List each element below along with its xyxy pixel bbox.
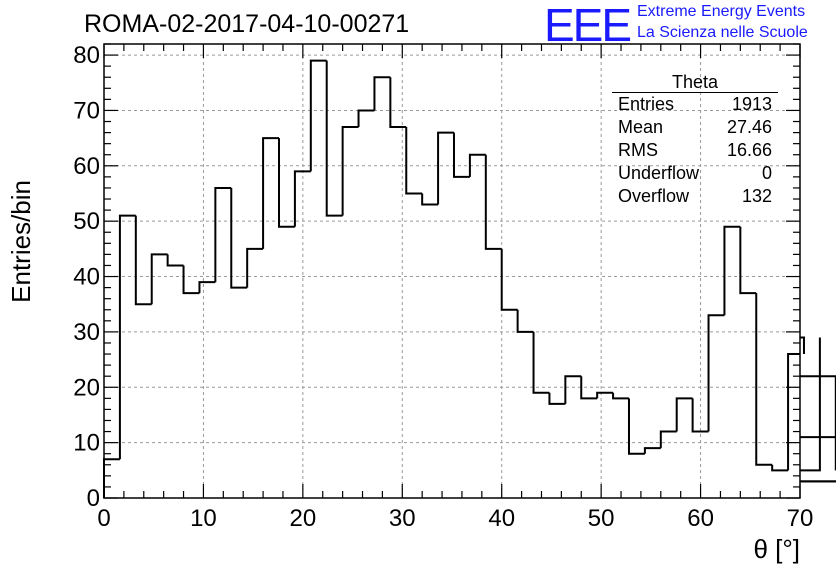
y-tick-label: 80 bbox=[73, 42, 100, 69]
histogram-bin bbox=[166, 254, 184, 267]
histogram-bin bbox=[739, 226, 757, 295]
histogram-bin bbox=[325, 60, 343, 217]
y-tick-label: 70 bbox=[73, 97, 100, 124]
histogram-bin bbox=[755, 293, 773, 466]
x-tick-label: 30 bbox=[389, 505, 416, 532]
eee-tagline-2: La Scienza nelle Scuole bbox=[637, 24, 808, 41]
stats-row-underflow: Underflow 0 bbox=[612, 162, 778, 185]
histogram-bin bbox=[341, 126, 359, 216]
histogram-bin bbox=[150, 253, 168, 305]
x-tick-label: 60 bbox=[687, 505, 714, 532]
x-tick-label: 0 bbox=[97, 505, 110, 532]
histogram-bin bbox=[262, 137, 279, 249]
histogram-bin bbox=[309, 59, 327, 172]
x-tick-label: 40 bbox=[488, 505, 515, 532]
histogram-bin bbox=[643, 447, 661, 454]
histogram-bin bbox=[421, 193, 439, 206]
histogram-bin bbox=[800, 337, 821, 472]
stats-box: Theta Entries 1913 Mean 27.46 RMS 16.66 … bbox=[612, 72, 778, 208]
histogram-bin bbox=[405, 127, 423, 195]
histogram-bin bbox=[707, 314, 725, 432]
histogram-bin bbox=[468, 153, 486, 177]
histogram-bin bbox=[659, 430, 677, 449]
x-tick-label: 70 bbox=[787, 505, 814, 532]
histogram-bin bbox=[800, 436, 836, 439]
histogram-bin bbox=[277, 138, 295, 228]
grid-lines bbox=[104, 44, 800, 498]
histogram-bin bbox=[691, 398, 709, 433]
stats-label: Underflow bbox=[618, 163, 700, 183]
stats-label: Mean bbox=[618, 117, 664, 137]
histogram-bin bbox=[198, 281, 216, 294]
stats-value: 132 bbox=[741, 186, 772, 206]
stats-row-entries: Entries 1913 bbox=[612, 93, 778, 116]
y-tick-label: 50 bbox=[73, 208, 100, 235]
stats-label: RMS bbox=[618, 140, 658, 160]
histogram-bin bbox=[548, 392, 566, 405]
axis-ticks bbox=[103, 43, 801, 499]
histogram-bin bbox=[182, 265, 200, 295]
stats-title: Theta bbox=[612, 72, 778, 93]
stats-row-overflow: Overflow 132 bbox=[612, 185, 778, 208]
y-tick-label: 20 bbox=[73, 374, 100, 401]
histogram-bin bbox=[564, 375, 582, 404]
histogram-bin bbox=[484, 154, 502, 250]
histogram-bin bbox=[118, 214, 136, 460]
histogram-bin bbox=[500, 248, 518, 311]
x-tick-label: 50 bbox=[588, 505, 615, 532]
histogram-bin bbox=[134, 215, 152, 306]
histogram-bin bbox=[800, 480, 836, 483]
y-tick-label: 30 bbox=[73, 319, 100, 346]
y-axis-title: Entries/bin bbox=[6, 180, 36, 303]
y-tick-label: 0 bbox=[87, 485, 100, 512]
y-tick-labels: 0 10 20 30 40 50 60 70 80 bbox=[73, 42, 100, 512]
histogram-bin bbox=[612, 392, 629, 400]
eee-logo: EEE bbox=[544, 0, 632, 51]
stats-value: 1913 bbox=[731, 94, 772, 114]
run-title: ROMA-02-2017-04-10-00271 bbox=[84, 10, 410, 38]
stats-label: Overflow bbox=[618, 186, 690, 206]
x-axis-title: θ [°] bbox=[753, 534, 800, 564]
y-tick-label: 60 bbox=[73, 153, 100, 180]
histogram-bin bbox=[230, 187, 248, 289]
eee-tagline-1: Extreme Energy Events bbox=[637, 3, 806, 20]
histogram-bin bbox=[800, 336, 805, 355]
stats-value: 27.46 bbox=[726, 117, 772, 137]
histogram-bin bbox=[214, 186, 232, 283]
x-tick-labels: 0 10 20 30 40 50 60 70 bbox=[97, 505, 813, 532]
histogram-bin bbox=[627, 398, 645, 455]
histogram-bin bbox=[800, 375, 836, 471]
histogram-bin bbox=[771, 464, 789, 472]
histogram-bin bbox=[596, 391, 614, 399]
histogram-bin bbox=[675, 397, 693, 432]
histogram-bin bbox=[293, 170, 311, 227]
x-tick-label: 20 bbox=[290, 505, 317, 532]
stats-value: 0 bbox=[761, 163, 772, 183]
stats-label: Entries bbox=[618, 94, 675, 114]
histogram-bars bbox=[103, 59, 836, 498]
histogram-bin bbox=[357, 109, 375, 128]
histogram-bin bbox=[246, 247, 264, 288]
histogram-bin bbox=[437, 131, 454, 205]
stats-row-rms: RMS 16.66 bbox=[612, 139, 778, 162]
stats-value: 16.66 bbox=[726, 140, 772, 160]
histogram-bin bbox=[373, 76, 391, 111]
histogram-bin bbox=[580, 376, 598, 400]
y-tick-label: 10 bbox=[73, 430, 100, 457]
histogram-bin bbox=[452, 132, 470, 178]
plot-frame bbox=[103, 43, 801, 499]
x-tick-label: 10 bbox=[190, 505, 217, 532]
y-tick-label: 40 bbox=[73, 264, 100, 291]
histogram-bin bbox=[787, 353, 800, 471]
stats-row-mean: Mean 27.46 bbox=[612, 116, 778, 139]
histogram-bin bbox=[516, 309, 534, 333]
histogram-bin bbox=[389, 77, 407, 129]
histogram-bin bbox=[723, 225, 741, 316]
histogram-bin bbox=[532, 331, 550, 394]
